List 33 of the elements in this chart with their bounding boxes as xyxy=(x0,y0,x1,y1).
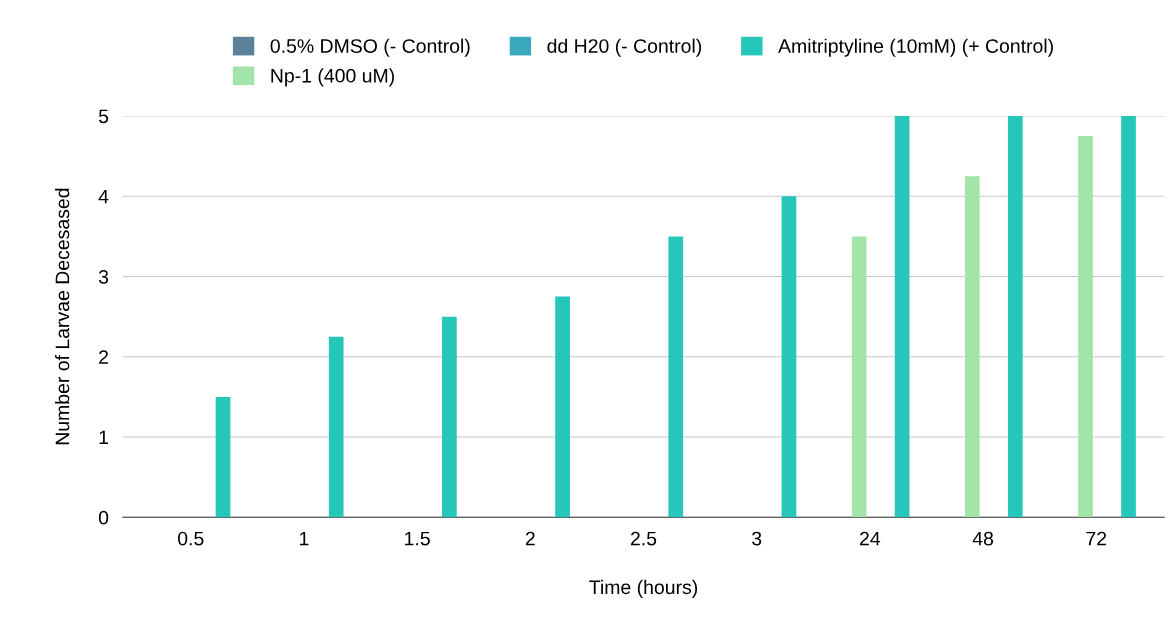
legend-label: dd H20 (- Control) xyxy=(547,38,702,57)
x-tick-label: 2.5 xyxy=(630,531,657,546)
x-tick-label: 72 xyxy=(1086,531,1107,546)
y-axis-title: Number of Larvae Decesased xyxy=(55,188,70,445)
bar xyxy=(851,236,867,518)
x-tick-label: 1 xyxy=(300,531,309,546)
bar xyxy=(1078,136,1093,518)
bar xyxy=(964,176,980,518)
bar xyxy=(668,236,684,518)
x-axis-title: Time (hours) xyxy=(589,579,698,598)
bar xyxy=(215,396,231,518)
bar xyxy=(894,116,910,518)
x-tick-label: 24 xyxy=(860,531,881,546)
y-tick-label: 1 xyxy=(99,430,109,445)
bar xyxy=(442,316,457,518)
y-tick-label: 0 xyxy=(98,510,109,525)
x-tick-label: 2 xyxy=(525,531,535,546)
bar xyxy=(555,296,570,518)
y-tick-label: 4 xyxy=(98,189,109,204)
x-tick-label: 1.5 xyxy=(405,531,430,546)
y-tick-label: 5 xyxy=(98,109,109,124)
bar xyxy=(1007,116,1023,518)
y-tick-label: 2 xyxy=(99,350,108,364)
legend-label: Np-1 (400 uM) xyxy=(271,68,394,87)
legend-label: 0.5% DMSO (- Control) xyxy=(270,38,470,57)
bar xyxy=(1121,116,1136,518)
x-tick-label: 3 xyxy=(752,531,762,546)
bar xyxy=(328,336,344,518)
x-tick-label: 48 xyxy=(972,531,994,546)
x-tick-label: 0.5 xyxy=(178,531,204,546)
y-tick-label: 3 xyxy=(98,269,109,284)
bar xyxy=(781,196,797,518)
legend-label: Amitriptyline (10mM) (+ Control) xyxy=(778,38,1053,57)
